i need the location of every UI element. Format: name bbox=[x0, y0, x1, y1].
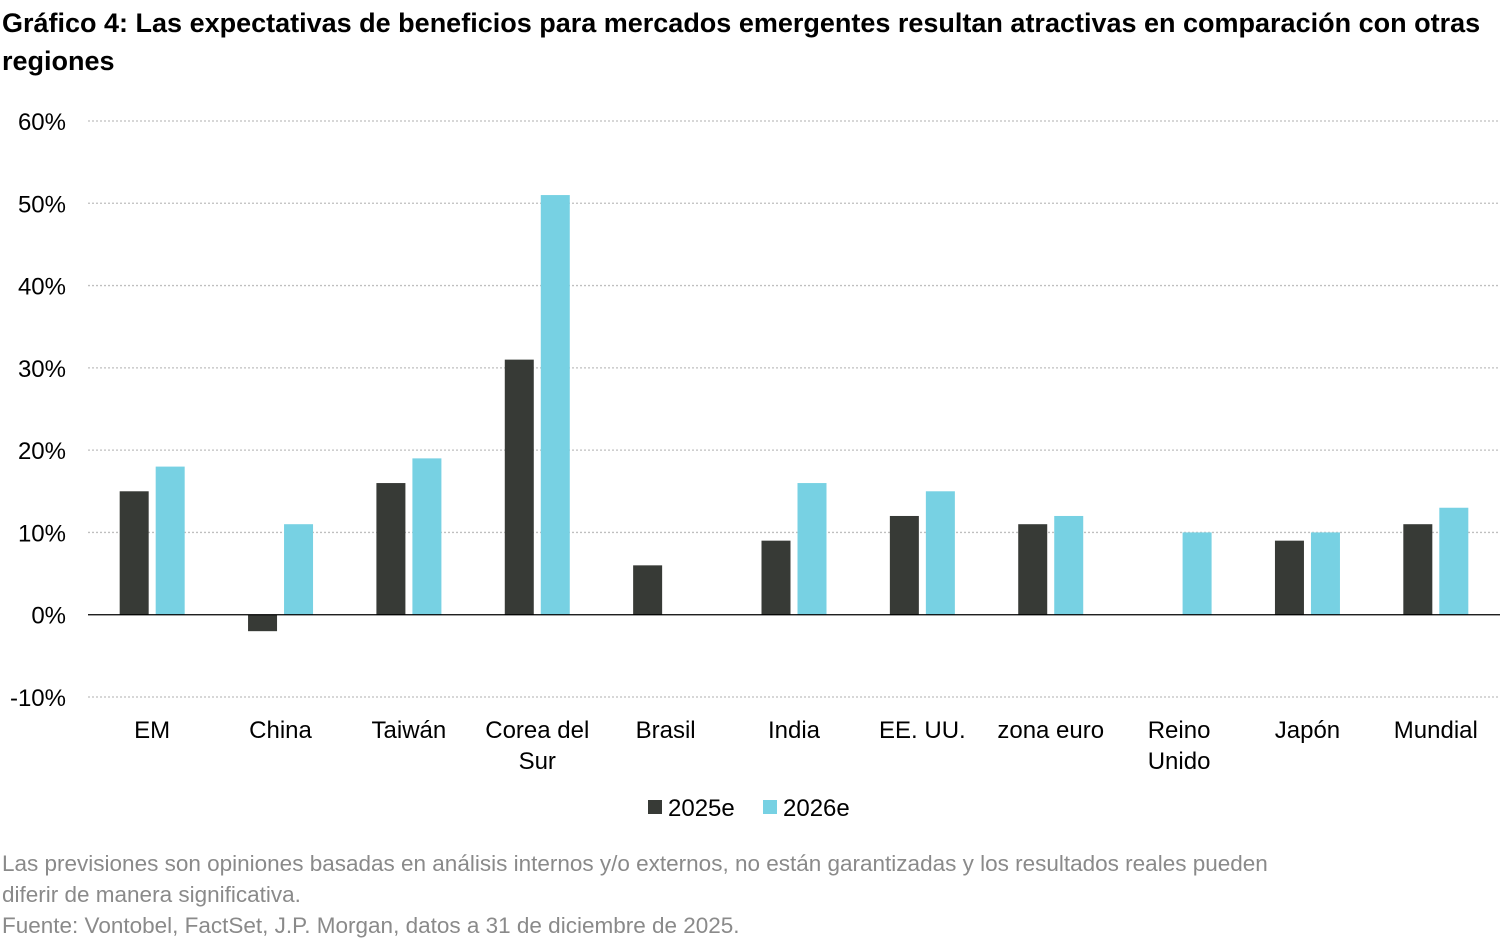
bar-2025e bbox=[761, 540, 791, 615]
legend-label-2025e: 2025e bbox=[668, 795, 735, 822]
bar-2025e bbox=[504, 359, 534, 615]
gridlines bbox=[88, 120, 1500, 698]
legend-swatch-2025e bbox=[648, 800, 662, 814]
x-category-label: Brasil bbox=[636, 717, 696, 744]
bar-2026e bbox=[540, 195, 570, 615]
bar-2025e bbox=[633, 565, 663, 615]
bar-2026e bbox=[1054, 515, 1084, 615]
x-category-label: Taiwán bbox=[372, 717, 447, 744]
y-tick-label: 40% bbox=[18, 274, 66, 301]
bar-2026e bbox=[155, 466, 185, 615]
disclaimer-line-2: diferir de manera significativa. bbox=[2, 882, 301, 907]
y-tick-label: 30% bbox=[18, 356, 66, 383]
footnotes: Las previsiones son opiniones basadas en… bbox=[2, 848, 1498, 941]
bar-2026e bbox=[925, 491, 955, 615]
disclaimer-line-1: Las previsiones son opiniones basadas en… bbox=[2, 851, 1268, 876]
bar-2025e bbox=[119, 491, 149, 615]
bar-2025e bbox=[889, 515, 919, 615]
y-tick-label: 10% bbox=[18, 520, 66, 547]
bar-2026e bbox=[1439, 507, 1469, 615]
bar-2025e bbox=[248, 614, 278, 632]
bar-2025e bbox=[1018, 524, 1048, 615]
y-tick-label: 60% bbox=[18, 109, 66, 136]
x-category-label: Reino Unido bbox=[1148, 717, 1211, 775]
x-category-label: EE. UU. bbox=[879, 717, 966, 744]
x-category-label: India bbox=[768, 717, 821, 744]
x-category-label: Japón bbox=[1275, 717, 1340, 744]
x-category-label: zona euro bbox=[997, 717, 1104, 744]
source-note: Fuente: Vontobel, FactSet, J.P. Morgan, … bbox=[2, 913, 740, 938]
bars bbox=[119, 195, 1469, 632]
y-tick-label: 50% bbox=[18, 191, 66, 218]
bar-2026e bbox=[412, 458, 442, 615]
x-category-label: Corea del Sur bbox=[485, 717, 589, 775]
legend: 2025e 2026e bbox=[648, 795, 850, 822]
y-tick-label: -10% bbox=[10, 685, 66, 712]
bar-2026e bbox=[1310, 532, 1340, 615]
bar-chart: -10% 0% 10% 20% 30% 40% 50% 60% EM China Taiwán Co… bbox=[10, 109, 1500, 822]
x-category-label: EM bbox=[134, 717, 170, 744]
bar-2026e bbox=[797, 483, 827, 615]
x-category-label: Mundial bbox=[1394, 717, 1478, 744]
bar-2025e bbox=[1274, 540, 1304, 615]
bar-2026e bbox=[1182, 532, 1212, 615]
y-axis-tick-labels: -10% 0% 10% 20% 30% 40% 50% 60% bbox=[10, 109, 66, 712]
chart-title: Gráfico 4: Las expectativas de beneficio… bbox=[2, 8, 1481, 76]
legend-swatch-2026e bbox=[763, 800, 777, 814]
bar-2025e bbox=[376, 483, 406, 615]
y-tick-label: 20% bbox=[18, 438, 66, 465]
x-category-label: China bbox=[249, 717, 312, 744]
bar-2025e bbox=[1403, 524, 1433, 615]
legend-label-2026e: 2026e bbox=[783, 795, 850, 822]
y-tick-label: 0% bbox=[31, 603, 66, 630]
bar-2026e bbox=[284, 524, 314, 615]
x-axis-category-labels: EM China Taiwán Corea del Sur Brasil India EE. … bbox=[134, 717, 1478, 775]
